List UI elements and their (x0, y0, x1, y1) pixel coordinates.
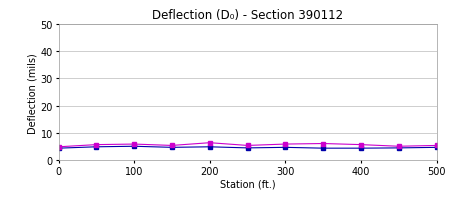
9/1/2004 (207, 142, 212, 144)
11/6/1996 (94, 146, 99, 148)
11/6/1996 (320, 147, 326, 150)
X-axis label: Station (ft.): Station (ft.) (220, 178, 275, 188)
9/1/2004 (396, 145, 401, 148)
Y-axis label: Deflection (mils): Deflection (mils) (28, 53, 38, 133)
9/1/2004 (283, 143, 288, 146)
11/6/1996 (283, 146, 288, 149)
11/6/1996 (131, 145, 137, 148)
Line: 11/6/1996: 11/6/1996 (56, 144, 439, 151)
Line: 9/1/2004: 9/1/2004 (56, 140, 439, 150)
9/1/2004 (434, 144, 439, 147)
9/1/2004 (245, 144, 250, 147)
9/1/2004 (131, 143, 137, 146)
11/6/1996 (56, 147, 61, 150)
9/1/2004 (320, 143, 326, 145)
11/6/1996 (169, 146, 175, 149)
9/1/2004 (56, 146, 61, 148)
11/6/1996 (207, 146, 212, 148)
11/6/1996 (245, 147, 250, 149)
9/1/2004 (169, 144, 175, 147)
Title: Deflection (D₀) - Section 390112: Deflection (D₀) - Section 390112 (152, 9, 343, 22)
9/1/2004 (94, 144, 99, 146)
9/1/2004 (358, 144, 364, 146)
11/6/1996 (434, 146, 439, 149)
11/6/1996 (358, 147, 364, 150)
11/6/1996 (396, 147, 401, 149)
